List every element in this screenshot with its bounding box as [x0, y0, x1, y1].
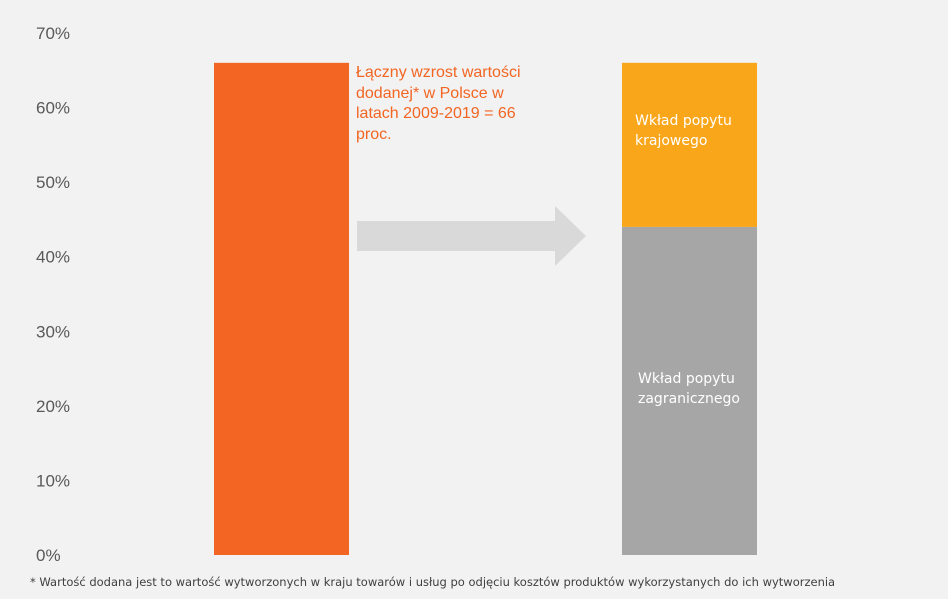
y-tick-label: 40% — [36, 248, 70, 267]
segment-labels: Wkład popytu zagranicznego Wkład popytu kra… — [635, 113, 740, 407]
bar-decomposition-segment-1 — [622, 62, 757, 227]
y-tick-label: 30% — [36, 322, 70, 341]
y-tick-label: 50% — [36, 173, 70, 192]
y-tick-label: 0% — [36, 546, 61, 565]
segment-label: Wkład popytu zagranicznego — [638, 371, 740, 407]
total-growth-annotation: Łączny wzrost wartości dodanej* w Polsce… — [356, 64, 521, 143]
y-tick-label: 60% — [36, 99, 70, 118]
footnote: * Wartość dodana jest to wartość wytworz… — [30, 575, 836, 589]
y-tick-label: 20% — [36, 397, 70, 416]
y-tick-label: 70% — [36, 24, 70, 43]
y-axis: 70% 60% 50% 40% 30% 20% 10% 0% — [36, 24, 70, 565]
segment-label: Wkład popytu krajowego — [635, 113, 732, 149]
bars — [214, 62, 757, 555]
y-tick-label: 10% — [36, 471, 70, 490]
bar-total-segment-0 — [214, 62, 349, 555]
arrow-icon — [357, 206, 586, 266]
bar-decomposition-segment-0 — [622, 226, 757, 555]
